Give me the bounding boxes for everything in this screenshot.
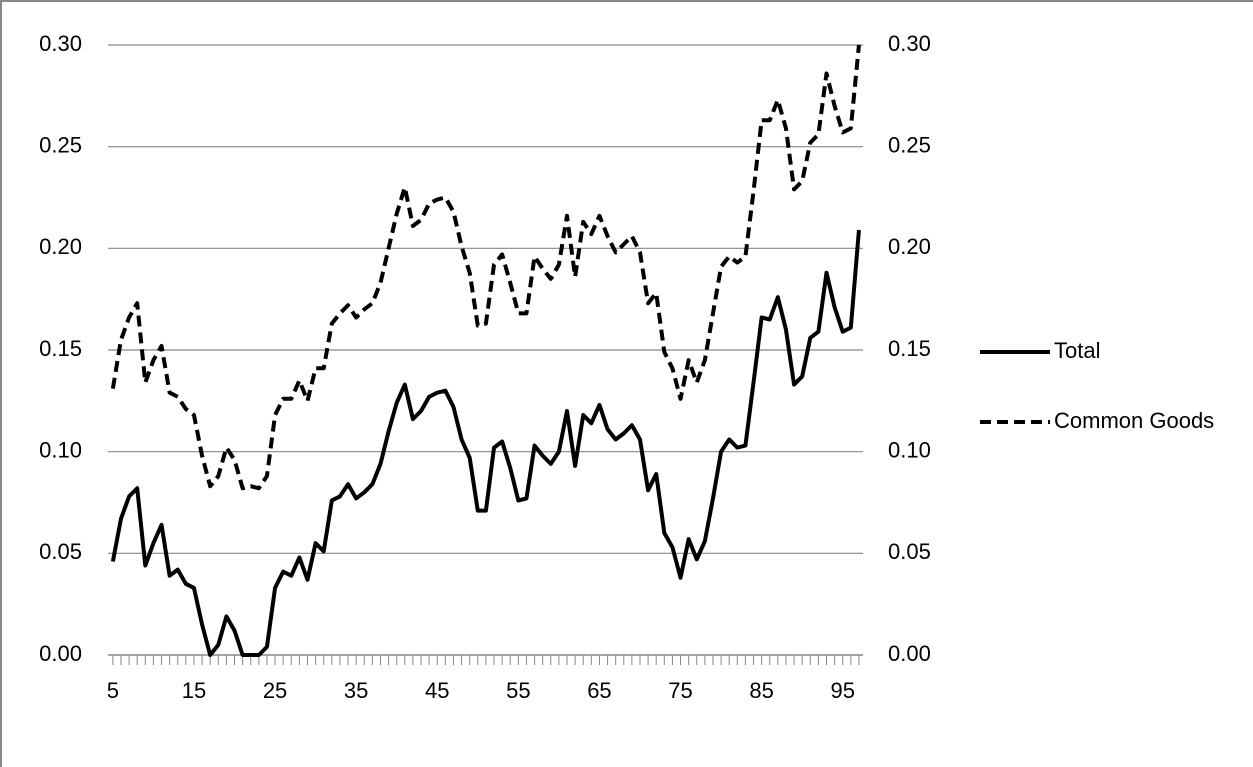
y-tick-label: 0.15 [39, 336, 82, 361]
x-tick-label: 35 [344, 678, 368, 703]
y-tick-label: 0.30 [39, 31, 82, 56]
y2-tick-label: 0.10 [888, 437, 931, 462]
y2-tick-label: 0.25 [888, 132, 931, 157]
y2-tick-label: 0.30 [888, 31, 931, 56]
y2-tick-label: 0.20 [888, 234, 931, 259]
legend-label: Common Goods [1054, 408, 1214, 433]
x-tick-label: 25 [263, 678, 287, 703]
y-tick-label: 0.20 [39, 234, 82, 259]
x-tick-label: 95 [830, 678, 854, 703]
y2-tick-label: 0.00 [888, 641, 931, 666]
x-tick-label: 75 [668, 678, 692, 703]
legend-label: Total [1054, 338, 1100, 363]
y-tick-label: 0.05 [39, 539, 82, 564]
y-tick-label: 0.00 [39, 641, 82, 666]
x-tick-label: 55 [506, 678, 530, 703]
x-tick-label: 85 [749, 678, 773, 703]
y-tick-label: 0.25 [39, 132, 82, 157]
x-tick-label: 5 [107, 678, 119, 703]
series-line [110, 229, 861, 657]
x-tick-label: 45 [425, 678, 449, 703]
y2-tick-label: 0.15 [888, 336, 931, 361]
y-tick-label: 0.10 [39, 437, 82, 462]
x-tick-label: 65 [587, 678, 611, 703]
x-tick-label: 15 [182, 678, 206, 703]
series-line [110, 44, 861, 491]
y2-tick-label: 0.05 [888, 539, 931, 564]
